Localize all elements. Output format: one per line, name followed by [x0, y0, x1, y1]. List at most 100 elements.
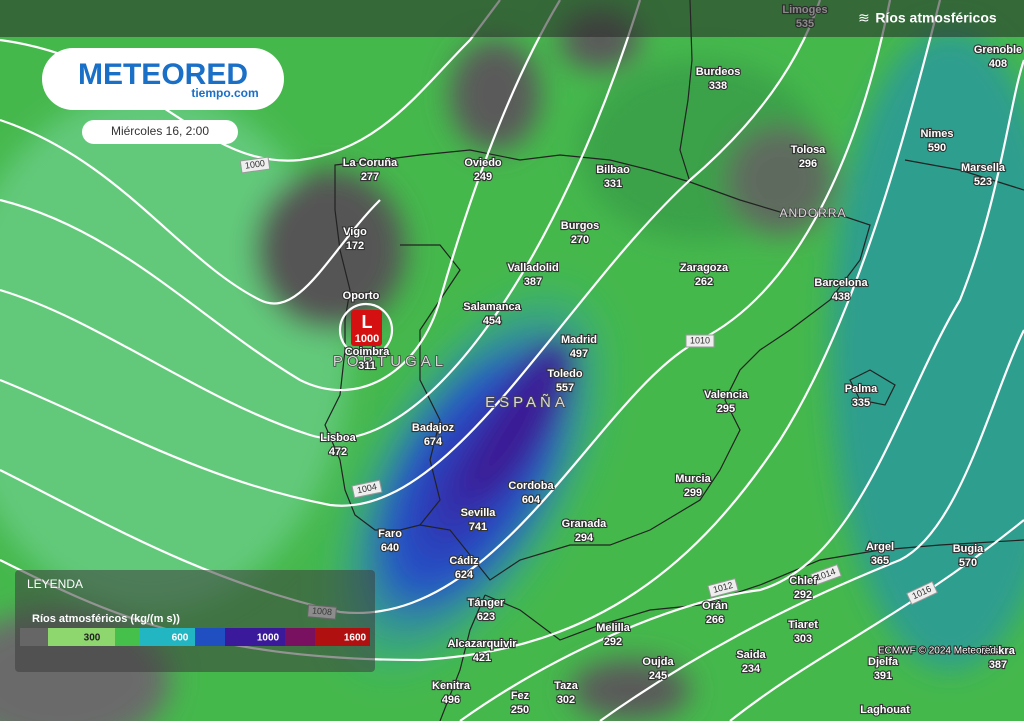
city-value: 557	[556, 382, 574, 394]
city-name: Lisboa	[320, 432, 356, 444]
city-name: La Coruña	[343, 157, 398, 169]
city-name: Cordoba	[508, 480, 554, 492]
city-value: 292	[794, 589, 812, 601]
low-pressure: 1000	[355, 333, 379, 345]
city-name: Tánger	[468, 597, 505, 609]
country-label: PORTUGAL	[333, 353, 447, 370]
city-name: Badajoz	[412, 422, 455, 434]
country-label: ANDORRA	[779, 206, 846, 220]
city-value: 234	[742, 663, 761, 675]
city-name: Grenoble	[974, 44, 1022, 56]
isobar-label: 1010	[685, 334, 715, 348]
isobar-value: 1004	[356, 481, 378, 495]
city-name: Zaragoza	[680, 262, 729, 274]
city-name: Alcazarquivir	[447, 638, 517, 650]
top-bar	[0, 0, 1024, 37]
city-value: 496	[442, 694, 460, 706]
city-value: 292	[604, 636, 622, 648]
logo-brand: METEORED	[78, 58, 248, 91]
city-name: Murcia	[675, 473, 711, 485]
isobar-label-box	[351, 479, 383, 499]
isobar-value: 1010	[690, 335, 710, 345]
isobar-label-box	[239, 156, 271, 174]
city-name: Granada	[562, 518, 608, 530]
city-value: 262	[695, 276, 713, 288]
field	[0, 10, 1024, 726]
city-value: 523	[974, 176, 992, 188]
city-value: 624	[455, 569, 474, 581]
city-value: 296	[799, 158, 817, 170]
isobar-label-box	[685, 334, 715, 348]
city-value: 387	[524, 276, 542, 288]
city-name: Burdeos	[696, 66, 741, 78]
city-name: Salamanca	[463, 301, 521, 313]
city-name: Argel	[866, 541, 894, 553]
city-value: 391	[874, 670, 892, 682]
legend-title: LEYENDA	[27, 577, 83, 591]
logo-site: tiempo.com	[191, 86, 258, 100]
city-name: Sevilla	[461, 507, 497, 519]
city-name: Biskra	[981, 645, 1016, 657]
city-name: Marsella	[961, 162, 1006, 174]
city-value: 277	[361, 171, 379, 183]
city-name: Taza	[554, 680, 579, 692]
city-value: 497	[570, 348, 588, 360]
isobar-label: 1014	[810, 563, 842, 587]
city-name: Bilbao	[596, 164, 630, 176]
city-name: Valencia	[704, 389, 749, 401]
isobar-label-box	[707, 577, 739, 599]
city-value: 338	[709, 80, 727, 92]
city-value: 294	[575, 532, 594, 544]
isobar-label: 1000	[239, 156, 271, 174]
date[interactable]: Miércoles 16, 2:00	[111, 124, 209, 138]
city-name: Barcelona	[814, 277, 868, 289]
city-value: 299	[684, 487, 702, 499]
city-value: 438	[832, 291, 850, 303]
layer-icon: ≋	[858, 10, 870, 26]
isobar-value: 1000	[244, 158, 265, 171]
city-name: Burgos	[561, 220, 600, 232]
city-name: Fez	[511, 690, 530, 702]
city-name: Chlef	[789, 575, 817, 587]
coastline	[324, 0, 1024, 722]
country-label: ESPAÑA	[485, 394, 569, 411]
city-value: 570	[959, 557, 977, 569]
city-name: Djelfa	[868, 656, 899, 668]
logo-pill	[42, 48, 284, 110]
city-name: Valladolid	[507, 262, 558, 274]
city-name: Laghouat	[860, 704, 910, 716]
isobar-label-box	[906, 580, 938, 606]
city-name: Coimbra	[345, 346, 391, 358]
city-name: Tiaret	[788, 619, 818, 631]
city-name: Toledo	[547, 368, 583, 380]
city-name: Oporto	[343, 290, 380, 302]
city-value: 421	[473, 652, 491, 664]
city-name: Orán	[702, 600, 728, 612]
low-center: L 1000	[351, 310, 382, 346]
isobar-label-box	[810, 563, 842, 587]
legend: LEYENDA Ríos atmosféricos (kg/(m s)) 300…	[15, 570, 375, 672]
city-value: 623	[477, 611, 495, 623]
isobar-label: 1004	[351, 479, 383, 499]
city-name: Tolosa	[791, 144, 827, 156]
city-name: Cádiz	[449, 555, 479, 567]
city-name: Saida	[736, 649, 766, 661]
city-name: Oujda	[642, 656, 674, 668]
city-name: Palma	[845, 383, 878, 395]
city-name: Faro	[378, 528, 402, 540]
city-value: 172	[346, 240, 364, 252]
city-name: Kenitra	[432, 680, 471, 692]
city-name: Vigo	[343, 226, 367, 238]
city-value: 311	[358, 360, 376, 372]
legend-tick: 1000	[257, 633, 280, 644]
city-value: 249	[474, 171, 492, 183]
legend-tick: 600	[172, 633, 189, 644]
city-value: 245	[649, 670, 667, 682]
date-pill[interactable]	[82, 120, 238, 144]
city-value: 331	[604, 178, 622, 190]
layer-title: Ríos atmosféricos	[875, 10, 997, 26]
city-value: 454	[483, 315, 502, 327]
city-value: 250	[511, 704, 529, 716]
city-value: 365	[871, 555, 889, 567]
